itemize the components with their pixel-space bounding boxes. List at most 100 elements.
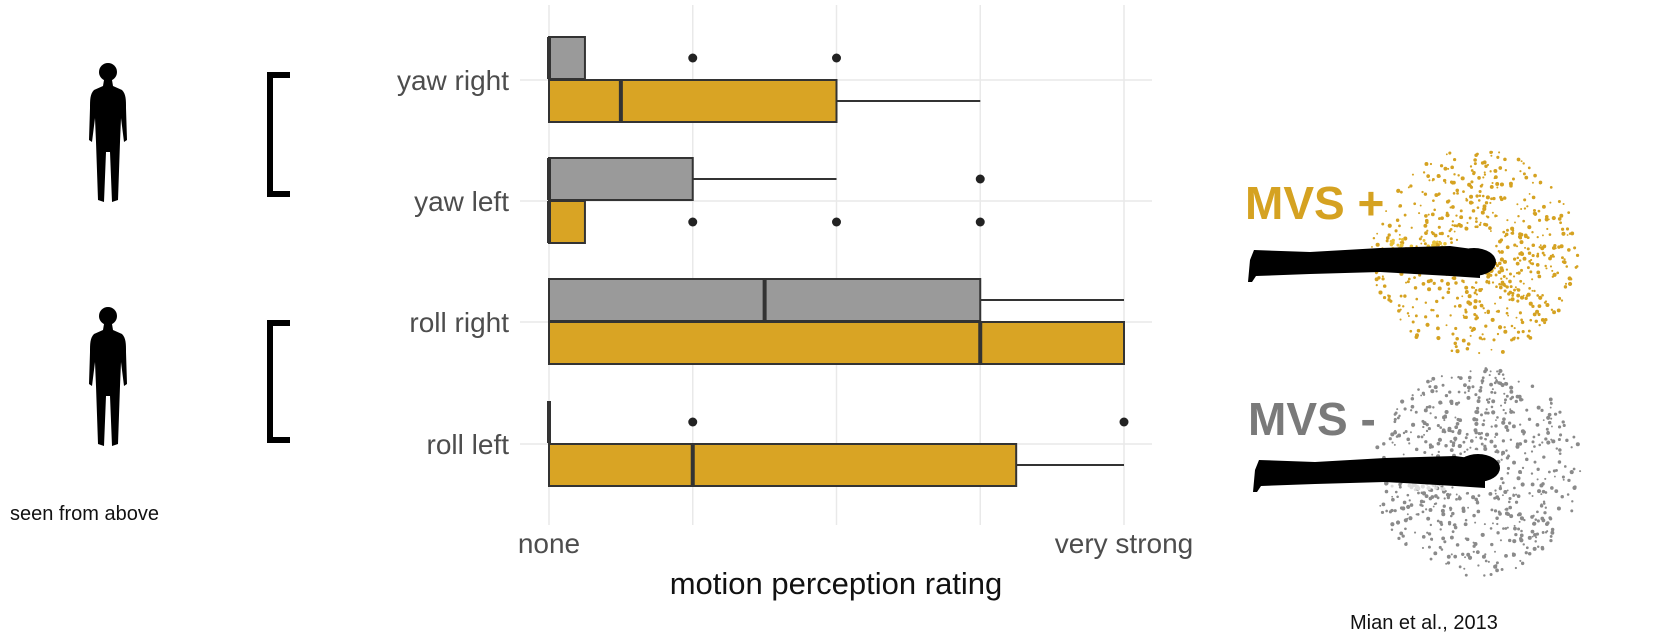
- stipple-dot: [1416, 328, 1421, 333]
- stipple-dot: [1559, 221, 1562, 225]
- stipple-dot: [1473, 162, 1477, 166]
- stipple-dot: [1433, 385, 1438, 390]
- stipple-dot: [1446, 561, 1451, 565]
- stipple-dot: [1513, 486, 1516, 490]
- stipple-dot: [1449, 440, 1453, 443]
- stipple-dot: [1420, 394, 1423, 397]
- stipple-dot: [1550, 401, 1552, 404]
- stipple-dot: [1449, 399, 1454, 404]
- stipple-dot: [1518, 311, 1522, 315]
- stipple-dot: [1502, 417, 1506, 421]
- box-roll-right: [548, 321, 1125, 365]
- stipple-dot: [1441, 430, 1444, 434]
- stipple-dot: [1472, 513, 1476, 518]
- stipple-dot: [1518, 442, 1523, 446]
- stipple-dot: [1481, 382, 1484, 385]
- stipple-dot: [1479, 221, 1482, 224]
- stipple-dot: [1505, 456, 1510, 460]
- stipple-dot: [1421, 190, 1424, 194]
- stipple-dot: [1554, 247, 1557, 250]
- stipple-dot: [1544, 264, 1547, 268]
- stipple-dot: [1455, 493, 1458, 496]
- stipple-dot: [1432, 242, 1437, 247]
- stipple-dot: [1427, 213, 1430, 216]
- box-iqr: [548, 443, 1018, 487]
- stipple-dot: [1409, 409, 1413, 412]
- stipple-dot: [1428, 443, 1433, 447]
- stipple-dot: [1546, 227, 1549, 231]
- stipple-dot: [1497, 498, 1500, 501]
- box-iqr: [548, 157, 694, 201]
- stipple-dot: [1514, 399, 1518, 404]
- stipple-dot: [1478, 388, 1483, 393]
- stipple-dot: [1485, 280, 1489, 284]
- stipple-dot: [1508, 500, 1511, 504]
- stipple-dot: [1480, 431, 1484, 435]
- stipple-dot: [1476, 509, 1481, 514]
- stipple-dot: [1493, 168, 1498, 173]
- stipple-dot: [1545, 267, 1548, 270]
- stipple-dot: [1491, 181, 1494, 185]
- stipple-dot: [1470, 180, 1474, 184]
- stipple-dot: [1540, 317, 1545, 322]
- stipple-dot: [1504, 554, 1508, 558]
- stipple-dot: [1457, 401, 1461, 404]
- outlier-point: [688, 53, 698, 63]
- stipple-dot: [1549, 534, 1553, 538]
- stipple-dot: [1531, 535, 1534, 538]
- stipple-dot: [1524, 175, 1529, 180]
- stipple-dot: [1523, 207, 1527, 210]
- stipple-dot: [1520, 429, 1525, 434]
- stipple-dot: [1536, 519, 1540, 523]
- stipple-dot: [1415, 245, 1418, 248]
- stipple-dot: [1531, 278, 1534, 281]
- stipple-dot: [1512, 257, 1517, 261]
- stipple-dot: [1500, 277, 1503, 280]
- stipple-dot: [1450, 349, 1454, 353]
- stipple-dot: [1508, 496, 1512, 501]
- stipple-dot: [1567, 248, 1571, 252]
- stipple-dot: [1455, 336, 1459, 341]
- stipple-dot: [1474, 497, 1479, 502]
- stipple-dot: [1390, 528, 1394, 532]
- stipple-dot: [1494, 424, 1498, 428]
- stipple-dot: [1521, 466, 1525, 470]
- stipple-dot: [1436, 335, 1441, 341]
- stipple-dot: [1484, 164, 1488, 168]
- stipple-dot: [1523, 198, 1527, 202]
- stipple-dot: [1418, 237, 1422, 241]
- stipple-dot: [1477, 176, 1481, 180]
- stipple-dot: [1484, 311, 1487, 314]
- stipple-dot: [1513, 275, 1516, 278]
- stipple-dot: [1575, 442, 1580, 447]
- stipple-dot: [1497, 372, 1501, 376]
- stipple-dot: [1558, 452, 1562, 455]
- stipple-dot: [1520, 561, 1525, 566]
- stipple-dot: [1548, 516, 1552, 520]
- stipple-dot: [1461, 279, 1465, 283]
- stipple-dot: [1491, 399, 1496, 404]
- stipple-dot: [1413, 276, 1416, 279]
- stipple-dot: [1531, 304, 1535, 309]
- stipple-dot: [1397, 309, 1401, 313]
- stipple-dot: [1411, 422, 1416, 427]
- stipple-dot: [1486, 215, 1490, 219]
- stipple-dot: [1442, 415, 1446, 420]
- stipple-dot: [1436, 173, 1441, 178]
- stipple-dot: [1426, 174, 1430, 178]
- stipple-dot: [1475, 225, 1479, 229]
- stipple-dot: [1457, 390, 1461, 394]
- stipple-dot: [1495, 181, 1500, 186]
- stipple-dot: [1421, 546, 1424, 549]
- stipple-dot: [1398, 233, 1401, 236]
- stipple-dot: [1522, 172, 1526, 176]
- stipple-dot: [1545, 522, 1549, 526]
- stipple-dot: [1393, 412, 1397, 416]
- stipple-dot: [1533, 445, 1536, 448]
- stipple-dot: [1515, 493, 1518, 496]
- stipple-dot: [1477, 564, 1480, 567]
- stipple-dot: [1427, 545, 1431, 549]
- stipple-dot: [1447, 426, 1452, 431]
- stipple-dot: [1431, 376, 1436, 381]
- stipple-dot: [1391, 238, 1395, 243]
